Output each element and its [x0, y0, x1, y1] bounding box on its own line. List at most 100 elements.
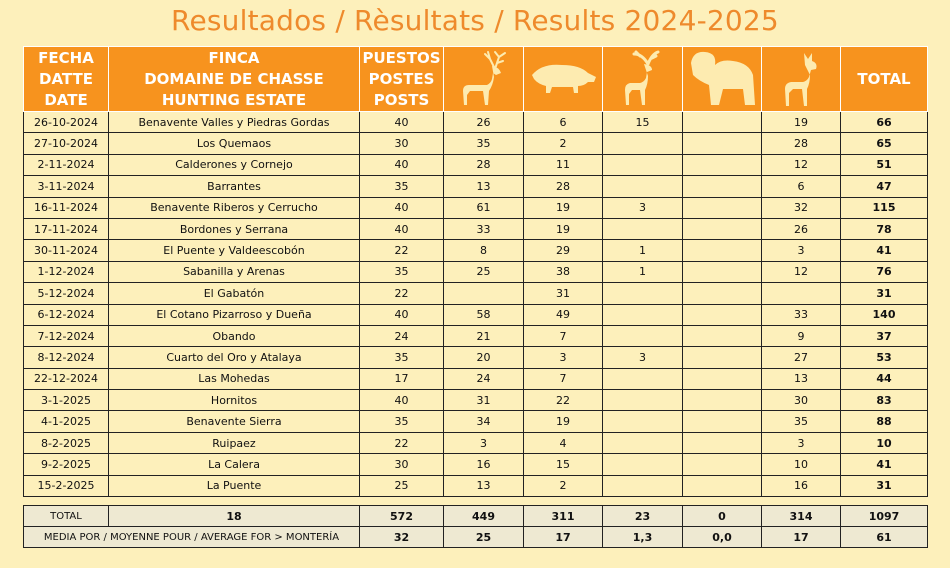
- cell-stag: [443, 282, 524, 305]
- average-mouflon: 0,0: [682, 526, 762, 549]
- cell-estate: Ruipaez: [108, 431, 360, 455]
- table-row: 26-10-2024 Benavente Valles y Piedras Gor…: [23, 110, 928, 134]
- table-row: 27-10-2024 Los Quemaos 30 35 2 28 65: [23, 132, 928, 155]
- cell-estate: Benavente Valles y Piedras Gordas: [108, 110, 360, 134]
- cell-date: 27-10-2024: [23, 132, 109, 155]
- cell-fallow: [602, 324, 683, 348]
- cell-mouflon: [682, 239, 762, 262]
- cell-fallow: [602, 453, 683, 476]
- header-row: FECHA DATTE DATE FINCA DOMAINE DE CHASSE…: [23, 46, 928, 112]
- table-row: 8-2-2025 Ruipaez 22 3 4 3 10: [23, 431, 928, 455]
- cell-boar: 2: [523, 132, 603, 155]
- estate-column-header: FINCA DOMAINE DE CHASSE HUNTING ESTATE: [108, 46, 360, 112]
- cell-boar: 29: [523, 239, 603, 262]
- average-stag: 25: [443, 526, 524, 549]
- cell-hind: 3: [761, 431, 841, 455]
- cell-boar: 19: [523, 196, 603, 219]
- posts-column-header: PUESTOS POSTES POSTS: [359, 46, 444, 112]
- spacer-row: [23, 496, 928, 507]
- cell-mouflon: [682, 389, 762, 412]
- cell-total: 41: [840, 453, 928, 476]
- cell-date: 6-12-2024: [23, 303, 109, 326]
- cell-mouflon: [682, 431, 762, 455]
- cell-posts: 40: [359, 303, 444, 326]
- totals-stag: 449: [443, 505, 524, 528]
- cell-posts: 35: [359, 175, 444, 198]
- table-row: 16-11-2024 Benavente Riberos y Cerrucho 40…: [23, 196, 928, 219]
- cell-mouflon: [682, 260, 762, 284]
- cell-posts: 40: [359, 196, 444, 219]
- cell-stag: 25: [443, 260, 524, 284]
- cell-mouflon: [682, 110, 762, 134]
- totals-hind: 314: [761, 505, 841, 528]
- cell-boar: 2: [523, 474, 603, 498]
- average-label: MEDIA POR / MOYENNE POUR / AVERAGE FOR >…: [23, 526, 360, 549]
- cell-stag: 34: [443, 410, 524, 433]
- cell-hind: 27: [761, 346, 841, 369]
- cell-posts: 22: [359, 431, 444, 455]
- table-row: 22-12-2024 Las Mohedas 17 24 7 13 44: [23, 367, 928, 391]
- cell-stag: 3: [443, 431, 524, 455]
- average-posts: 32: [359, 526, 444, 549]
- cell-stag: 20: [443, 346, 524, 369]
- cell-date: 30-11-2024: [23, 239, 109, 262]
- cell-mouflon: [682, 303, 762, 326]
- cell-boar: 7: [523, 324, 603, 348]
- cell-posts: 40: [359, 110, 444, 134]
- cell-total: 140: [840, 303, 928, 326]
- cell-boar: 22: [523, 389, 603, 412]
- cell-date: 22-12-2024: [23, 367, 109, 391]
- cell-date: 8-12-2024: [23, 346, 109, 369]
- cell-estate: Cuarto del Oro y Atalaya: [108, 346, 360, 369]
- cell-boar: 19: [523, 410, 603, 433]
- cell-stag: 13: [443, 175, 524, 198]
- cell-stag: 21: [443, 324, 524, 348]
- cell-total: 31: [840, 282, 928, 305]
- totals-row: TOTAL 18 572 449 311 23 0 314 1097: [23, 505, 928, 528]
- cell-stag: 16: [443, 453, 524, 476]
- cell-fallow: 3: [602, 196, 683, 219]
- table-row: 6-12-2024 El Cotano Pizarroso y Dueña 40 58…: [23, 303, 928, 326]
- cell-date: 4-1-2025: [23, 410, 109, 433]
- cell-posts: 25: [359, 474, 444, 498]
- cell-hind: 9: [761, 324, 841, 348]
- date-column-header: FECHA DATTE DATE: [23, 46, 109, 112]
- cell-total: 83: [840, 389, 928, 412]
- cell-estate: Las Mohedas: [108, 367, 360, 391]
- cell-hind: 13: [761, 367, 841, 391]
- cell-stag: 28: [443, 153, 524, 177]
- table-row: 30-11-2024 El Puente y Valdeescobón 22 8 29 1…: [23, 239, 928, 262]
- mouflon-ram-icon: [682, 46, 762, 112]
- cell-stag: 31: [443, 389, 524, 412]
- cell-estate: El Gabatón: [108, 282, 360, 305]
- cell-total: 37: [840, 324, 928, 348]
- cell-boar: 15: [523, 453, 603, 476]
- totals-label: TOTAL: [23, 505, 109, 528]
- cell-posts: 35: [359, 410, 444, 433]
- totals-total: 1097: [840, 505, 928, 528]
- table-row: 5-12-2024 El Gabatón 22 31 31: [23, 282, 928, 305]
- cell-estate: El Puente y Valdeescobón: [108, 239, 360, 262]
- cell-date: 26-10-2024: [23, 110, 109, 134]
- cell-hind: 30: [761, 389, 841, 412]
- cell-date: 3-11-2024: [23, 175, 109, 198]
- cell-fallow: [602, 303, 683, 326]
- cell-posts: 30: [359, 132, 444, 155]
- cell-date: 15-2-2025: [23, 474, 109, 498]
- cell-posts: 40: [359, 153, 444, 177]
- cell-estate: Los Quemaos: [108, 132, 360, 155]
- cell-fallow: 1: [602, 260, 683, 284]
- cell-stag: 58: [443, 303, 524, 326]
- cell-hind: 3: [761, 239, 841, 262]
- average-fallow: 1,3: [602, 526, 683, 549]
- wild-boar-icon: [523, 46, 603, 112]
- cell-estate: Benavente Sierra: [108, 410, 360, 433]
- cell-hind: 12: [761, 260, 841, 284]
- cell-total: 47: [840, 175, 928, 198]
- cell-boar: 38: [523, 260, 603, 284]
- cell-boar: 4: [523, 431, 603, 455]
- deer-hind-icon: [761, 46, 841, 112]
- cell-date: 9-2-2025: [23, 453, 109, 476]
- cell-total: 53: [840, 346, 928, 369]
- cell-stag: 24: [443, 367, 524, 391]
